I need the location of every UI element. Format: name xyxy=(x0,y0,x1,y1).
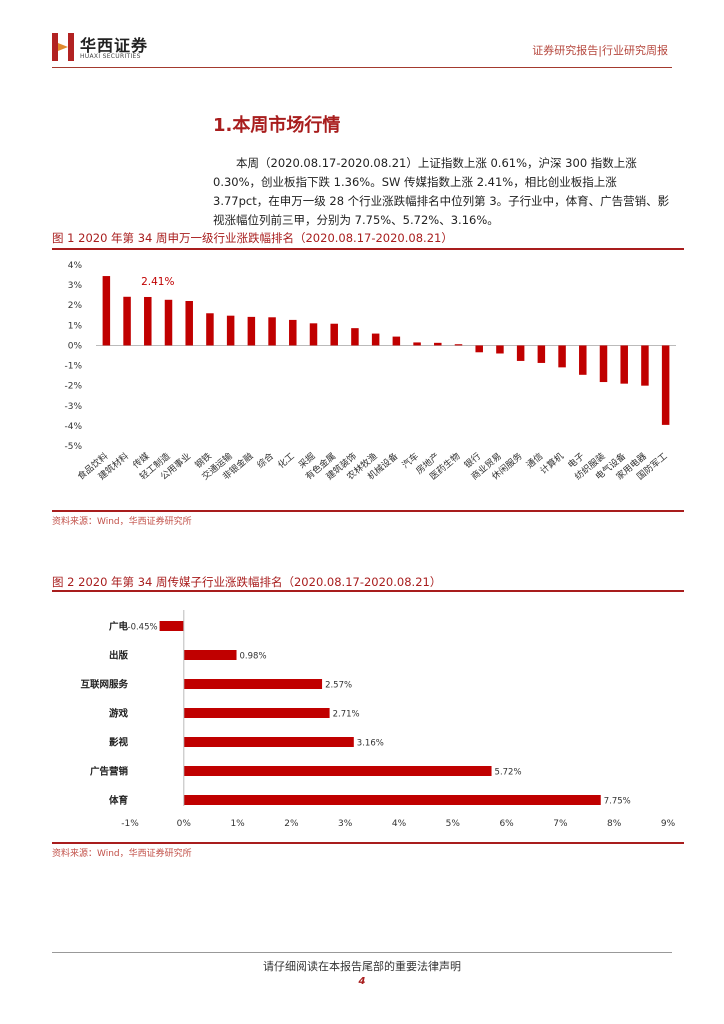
x-tick-label: 8% xyxy=(607,819,622,829)
media-subsector-chart: 广电 -0.45% 出版 0.98% 互联网服务 2.57% 游戏 2.71% 影视 3.16% 广… xyxy=(80,610,676,829)
x-tick-label: 2% xyxy=(284,819,299,829)
y-tick-label: -3% xyxy=(64,402,82,412)
y-tick-label: 广告营销 xyxy=(90,766,129,778)
y-tick-label: -1% xyxy=(64,362,82,372)
bar-12 xyxy=(351,328,359,346)
company-name-en: HUAXI SECURITIES xyxy=(80,53,141,60)
data-label: 3.16% xyxy=(357,739,384,749)
section-title: 1.本周市场行情 xyxy=(213,115,341,136)
x-tick-label: 3% xyxy=(338,819,353,829)
y-tick-label: 体育 xyxy=(109,795,129,807)
x-tick-label: 0% xyxy=(177,819,192,829)
bar-15 xyxy=(413,342,421,346)
bar-21 xyxy=(537,345,546,363)
y-tick-label: 2% xyxy=(68,301,83,311)
bar-10 xyxy=(309,323,318,346)
company-name-cn: 华西证券 xyxy=(80,36,149,55)
y-tick-label: 游戏 xyxy=(109,708,129,720)
x-tick-label: 7% xyxy=(553,819,568,829)
figure1-title: 图 1 2020 年第 34 周申万一级行业涨跌幅排名（2020.08.17-2… xyxy=(52,231,453,245)
bar-8 xyxy=(268,317,276,346)
bar-16 xyxy=(434,342,442,346)
huaxi-logo-icon xyxy=(52,33,74,61)
figure1-bottom-rule xyxy=(52,510,684,512)
data-label: 7.75% xyxy=(604,797,631,807)
x-tick-label: 综合 xyxy=(254,450,276,471)
y-tick-label: 3% xyxy=(68,281,83,291)
x-tick-label: -1% xyxy=(121,819,139,829)
page-number: 4 xyxy=(358,976,366,987)
x-tick-label: 4% xyxy=(392,819,407,829)
y-tick-label: 影视 xyxy=(109,737,129,749)
x-tick-label: 计算机 xyxy=(538,450,566,477)
bar-17 xyxy=(454,344,463,346)
bar-3 xyxy=(183,708,330,718)
bar-0 xyxy=(159,621,184,631)
data-label: -0.45% xyxy=(128,623,158,633)
bar-11 xyxy=(330,323,338,346)
bar-20 xyxy=(516,345,525,361)
y-tick-label: 出版 xyxy=(109,650,129,662)
x-tick-label: 5% xyxy=(446,819,461,829)
y-tick-label: -4% xyxy=(64,422,82,432)
x-tick-label: 9% xyxy=(661,819,676,829)
figure2-top-rule xyxy=(52,590,684,592)
figure2-source: 资料来源：Wind，华西证券研究所 xyxy=(52,849,192,859)
y-tick-label: -5% xyxy=(64,442,82,452)
x-tick-label: 6% xyxy=(499,819,514,829)
bar-24 xyxy=(599,345,608,383)
bar-2 xyxy=(144,296,152,346)
bar-22 xyxy=(558,345,566,368)
bar-4 xyxy=(185,300,193,346)
bar-14 xyxy=(392,336,401,346)
bar-5 xyxy=(206,313,214,346)
bar-2 xyxy=(183,679,323,689)
y-tick-label: 广电 xyxy=(109,621,129,633)
header-divider xyxy=(52,67,672,68)
bar-0 xyxy=(102,276,111,346)
y-tick-label: 4% xyxy=(68,261,83,271)
y-tick-label: 0% xyxy=(68,341,83,351)
figure1-top-rule xyxy=(52,248,684,250)
y-tick-label: 1% xyxy=(68,321,83,331)
figure1-source: 资料来源：Wind，华西证券研究所 xyxy=(52,517,192,527)
figure2-title: 图 2 2020 年第 34 周传媒子行业涨跌幅排名（2020.08.17-20… xyxy=(52,575,442,589)
summary-paragraph: 本周（2020.08.17-2020.08.21）上证指数上涨 0.61%，沪深… xyxy=(213,156,670,227)
bar-4 xyxy=(183,737,354,747)
bar-1 xyxy=(183,650,237,660)
bar-1 xyxy=(123,296,131,346)
bar-18 xyxy=(475,345,483,353)
media-annotation-label: 2.41% xyxy=(141,276,174,288)
figure2-bottom-rule xyxy=(52,842,684,844)
x-tick-label: 1% xyxy=(230,819,245,829)
bar-7 xyxy=(247,316,256,346)
bar-6 xyxy=(183,795,601,805)
bar-3 xyxy=(164,299,173,346)
x-tick-label: 化工 xyxy=(275,450,297,471)
bar-9 xyxy=(289,319,297,346)
bar-5 xyxy=(183,766,492,776)
data-label: 2.71% xyxy=(333,710,360,720)
bar-27 xyxy=(661,345,670,425)
bar-6 xyxy=(226,315,235,346)
bar-26 xyxy=(641,345,649,386)
bar-13 xyxy=(371,333,380,346)
footer-disclaimer: 请仔细阅读在本报告尾部的重要法律声明 xyxy=(263,960,461,973)
data-label: 5.72% xyxy=(495,768,522,778)
bar-25 xyxy=(620,345,628,384)
footer-divider xyxy=(52,952,672,953)
data-label: 0.98% xyxy=(240,652,267,662)
data-label: 2.57% xyxy=(325,681,352,691)
bar-23 xyxy=(579,345,587,375)
y-tick-label: 互联网服务 xyxy=(80,679,128,691)
y-tick-label: -2% xyxy=(64,382,82,392)
bar-19 xyxy=(496,345,504,354)
report-type-label: 证券研究报告|行业研究周报 xyxy=(532,44,668,57)
